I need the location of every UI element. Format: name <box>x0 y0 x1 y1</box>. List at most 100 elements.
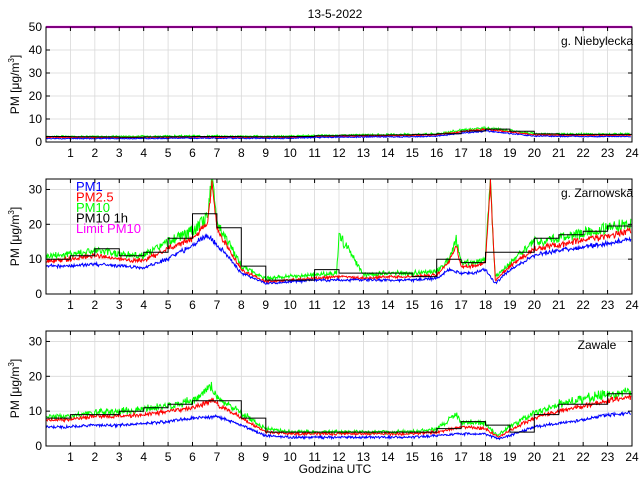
series-PM25-line <box>46 179 632 285</box>
chart-panel-2: 1 2 3 4 5 6 7 8 9 10 11 12 13 14 15 16 17 18 19 20 21 22 23 240… <box>7 178 639 312</box>
x-tick-label: 24 <box>625 298 639 312</box>
y-tick-label: 20 <box>29 369 43 383</box>
x-tick-label: 5 <box>165 298 172 312</box>
y-tick-label: 10 <box>29 112 43 126</box>
x-tick-label: 8 <box>238 146 245 160</box>
x-tick-label: 20 <box>528 146 542 160</box>
x-tick-label: 9 <box>262 450 269 464</box>
x-tick-label: 4 <box>140 146 147 160</box>
x-tick-label: 10 <box>283 450 297 464</box>
y-tick-label: 40 <box>29 43 43 57</box>
series-PM10-1h-step <box>46 393 632 433</box>
x-tick-label: 15 <box>406 298 420 312</box>
x-tick-label: 24 <box>625 146 639 160</box>
x-tick-label: 11 <box>308 450 321 464</box>
x-tick-label: 8 <box>238 450 245 464</box>
x-tick-label: 17 <box>454 146 468 160</box>
x-tick-label: 17 <box>454 298 468 312</box>
x-tick-label: 3 <box>116 450 123 464</box>
x-tick-label: 22 <box>576 450 590 464</box>
x-tick-label: 2 <box>91 298 98 312</box>
x-tick-label: 18 <box>479 146 493 160</box>
x-tick-label: 13 <box>357 450 371 464</box>
y-axis-label: PM [μg/m3] <box>7 359 22 418</box>
legend-entry: PM2.5 <box>76 190 114 205</box>
x-tick-label: 21 <box>552 146 566 160</box>
y-tick-label: 0 <box>35 135 42 149</box>
series-PM10-line <box>46 179 632 282</box>
y-tick-label: 10 <box>29 404 43 418</box>
x-tick-label: 2 <box>91 146 98 160</box>
x-tick-label: 1 <box>67 146 74 160</box>
y-tick-label: 10 <box>29 252 43 266</box>
y-tick-label: 50 <box>29 20 43 34</box>
legend-entry: PM10 <box>76 200 110 215</box>
x-tick-label: 20 <box>528 450 542 464</box>
series-PM1-line <box>46 233 632 285</box>
x-tick-label: 16 <box>430 450 444 464</box>
x-axis-label: Godzina UTC <box>299 462 372 476</box>
y-tick-label: 20 <box>29 89 43 103</box>
series-PM10-line <box>46 381 632 437</box>
x-tick-label: 19 <box>503 298 517 312</box>
x-tick-label: 12 <box>332 146 346 160</box>
x-tick-label: 18 <box>479 298 493 312</box>
y-axis-label: PM [μg/m3] <box>7 207 22 266</box>
station-label: Zawale <box>578 338 617 352</box>
x-tick-label: 7 <box>214 450 221 464</box>
x-tick-label: 16 <box>430 298 444 312</box>
legend-entry: PM10 1h <box>76 211 128 226</box>
x-tick-label: 5 <box>165 450 172 464</box>
legend-entry: PM1 <box>76 179 103 194</box>
x-tick-label: 6 <box>189 146 196 160</box>
x-tick-label: 1 <box>67 298 74 312</box>
x-tick-label: 1 <box>67 450 74 464</box>
x-tick-label: 18 <box>479 450 493 464</box>
x-tick-label: 23 <box>601 298 615 312</box>
series-PM1-line <box>46 411 632 441</box>
x-tick-label: 5 <box>165 146 172 160</box>
x-tick-label: 19 <box>503 146 517 160</box>
x-tick-label: 22 <box>576 146 590 160</box>
x-tick-label: 19 <box>503 450 517 464</box>
x-tick-label: 7 <box>214 146 221 160</box>
x-tick-label: 14 <box>381 146 395 160</box>
y-tick-label: 0 <box>35 287 42 301</box>
series-PM25-line <box>46 393 632 438</box>
x-tick-label: 12 <box>332 450 346 464</box>
x-tick-label: 21 <box>552 298 566 312</box>
x-tick-label: 7 <box>214 298 221 312</box>
series-PM10-1h-step <box>46 128 632 138</box>
x-tick-label: 17 <box>454 450 468 464</box>
x-tick-label: 14 <box>381 298 395 312</box>
legend-entry: Limit PM10 <box>76 221 141 236</box>
x-tick-label: 3 <box>116 146 123 160</box>
x-tick-label: 21 <box>552 450 566 464</box>
chart-panel-3: 1 2 3 4 5 6 7 8 9 10 11 12 13 14 15 16 17 18 19 20 21 22 23 240… <box>7 330 639 464</box>
x-tick-label: 15 <box>406 146 420 160</box>
x-tick-label: 20 <box>528 298 542 312</box>
x-tick-label: 9 <box>262 146 269 160</box>
x-tick-label: 24 <box>625 450 639 464</box>
y-tick-label: 20 <box>29 217 43 231</box>
chart-panel-1: 1 2 3 4 5 6 7 8 9 10 11 12 13 14 15 16 17 18 19 20 21 22 23 240… <box>7 20 639 160</box>
x-tick-label: 4 <box>140 450 147 464</box>
x-tick-label: 22 <box>576 298 590 312</box>
x-tick-label: 8 <box>238 298 245 312</box>
x-tick-label: 2 <box>91 450 98 464</box>
x-tick-label: 23 <box>601 146 615 160</box>
x-tick-label: 3 <box>116 298 123 312</box>
x-tick-label: 13 <box>357 298 371 312</box>
x-tick-label: 6 <box>189 298 196 312</box>
x-tick-label: 14 <box>381 450 395 464</box>
x-tick-label: 12 <box>332 298 346 312</box>
y-tick-label: 0 <box>35 439 42 453</box>
x-tick-label: 4 <box>140 298 147 312</box>
x-tick-label: 11 <box>308 298 321 312</box>
x-tick-label: 23 <box>601 450 615 464</box>
series-PM10-1h-step <box>46 213 632 281</box>
x-tick-label: 10 <box>283 298 297 312</box>
y-tick-label: 30 <box>29 182 43 196</box>
